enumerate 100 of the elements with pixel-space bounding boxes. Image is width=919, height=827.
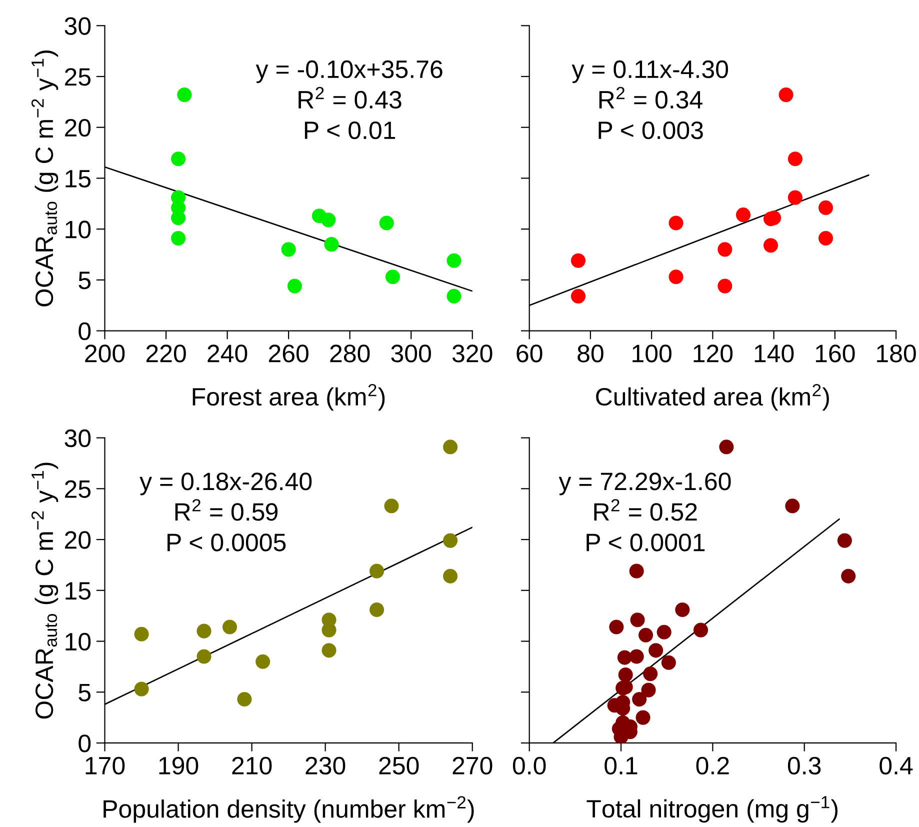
y-tick-label: 25 <box>65 68 91 86</box>
x-tick-label: 270 <box>452 756 492 775</box>
x-tick-label: 140 <box>754 344 794 362</box>
x-tick-label: 100 <box>632 344 672 362</box>
x-tick-label: 0.2 <box>696 756 729 775</box>
x-tick-label: 120 <box>694 344 733 362</box>
point <box>570 288 586 304</box>
point <box>668 270 684 284</box>
point <box>446 253 462 268</box>
y-tick-label: 15 <box>66 582 91 600</box>
annotation: P < 0.0005 <box>168 534 286 552</box>
point <box>818 230 834 246</box>
point <box>837 533 852 548</box>
y-tick-label: 20 <box>65 531 91 549</box>
point <box>788 152 802 166</box>
y-axis-title: OCAR$_{auto}$ (g C m$^{−2}$ y$^{−1}$) <box>31 50 58 306</box>
point <box>630 612 645 628</box>
point <box>636 710 650 725</box>
point <box>379 216 394 230</box>
point <box>661 655 676 670</box>
y-tick-label: 30 <box>64 17 91 35</box>
x-tick-label: 160 <box>816 344 855 362</box>
point <box>321 212 336 228</box>
x-tick-label: 220 <box>146 344 186 362</box>
point <box>719 440 734 454</box>
annotation: y = 0.11x-4.30 <box>572 60 728 84</box>
x-tick-label: 60 <box>516 344 542 362</box>
point <box>629 649 644 664</box>
x-tick-label: 0.1 <box>604 756 638 775</box>
point <box>324 237 339 252</box>
y-tick-label: 10 <box>66 220 91 238</box>
annotation: y = 72.29x-1.60 <box>558 472 731 496</box>
x-tick-label: 190 <box>159 756 198 775</box>
point <box>281 242 296 257</box>
x-tick-label: 0.4 <box>880 756 913 775</box>
x-tick-label: 180 <box>877 344 916 362</box>
point <box>385 270 400 284</box>
point <box>763 238 778 253</box>
point <box>177 88 192 102</box>
y-tick-label: 0 <box>78 322 91 340</box>
point <box>196 649 212 664</box>
point <box>617 650 632 665</box>
point <box>618 668 633 682</box>
point <box>322 643 336 658</box>
y-axis-title: OCAR$_{auto}$ (g C m$^{−2}$ y$^{−1}$) <box>31 462 58 719</box>
x-axis-title: Forest area (km$^{2}$) <box>192 384 385 411</box>
annotation: y = -0.10x+35.76 <box>256 60 442 84</box>
point <box>788 190 802 205</box>
x-tick-label: 0.0 <box>512 756 546 775</box>
annotation: R$^{2}$ = 0.43 <box>298 86 402 109</box>
y-tick-label: 0 <box>78 734 91 752</box>
point <box>322 622 336 638</box>
point <box>222 620 238 634</box>
point <box>134 626 149 642</box>
x-tick-label: 80 <box>578 344 604 362</box>
annotation: R$^{2}$ = 0.52 <box>594 499 697 521</box>
point <box>443 568 458 584</box>
point <box>718 242 732 257</box>
y-tick-label: 25 <box>65 480 91 498</box>
annotation: R$^{2}$ = 0.34 <box>599 86 702 109</box>
point <box>196 624 212 638</box>
x-tick-label: 0.3 <box>788 756 821 775</box>
point <box>609 620 624 634</box>
point <box>668 216 684 230</box>
point <box>638 628 654 642</box>
annotation: y = 0.18x-26.40 <box>140 472 312 496</box>
x-tick-label: 240 <box>208 344 248 362</box>
x-tick-label: 250 <box>379 756 419 775</box>
x-axis-title: Population density (number km$^{−2}$) <box>104 796 474 823</box>
point <box>778 88 794 102</box>
y-tick-label: 30 <box>64 429 91 448</box>
point <box>718 278 732 294</box>
point <box>237 692 252 707</box>
point <box>570 253 586 268</box>
point <box>171 230 186 246</box>
annotation: P < 0.003 <box>598 121 703 140</box>
point <box>370 564 384 578</box>
x-tick-label: 300 <box>391 344 431 362</box>
point <box>643 666 658 682</box>
point <box>134 682 149 696</box>
point <box>171 152 186 166</box>
x-axis-title: Cultivated area (km$^{2}$) <box>596 384 829 411</box>
point <box>641 682 656 698</box>
point <box>629 564 644 578</box>
point <box>443 440 458 454</box>
point <box>785 498 800 514</box>
point <box>171 210 186 226</box>
x-tick-label: 210 <box>232 756 272 775</box>
point <box>256 654 270 669</box>
point <box>287 278 302 294</box>
x-tick-label: 170 <box>86 756 125 775</box>
annotation: P < 0.01 <box>304 121 396 140</box>
y-tick-label: 5 <box>78 684 91 702</box>
annotation: R$^{2}$ = 0.59 <box>175 499 278 521</box>
point <box>693 622 708 638</box>
annotation: P < 0.0001 <box>586 534 705 552</box>
point <box>648 643 664 658</box>
y-tick-label: 20 <box>65 118 91 137</box>
x-tick-label: 200 <box>85 344 125 362</box>
point <box>632 692 647 707</box>
